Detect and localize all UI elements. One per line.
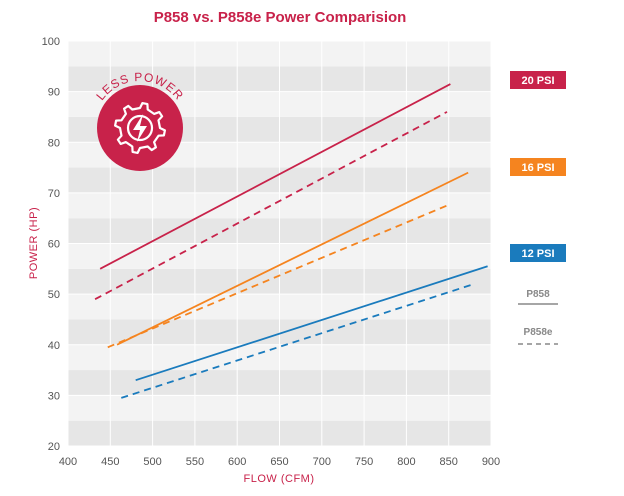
x-tick-label: 450 — [101, 456, 119, 468]
y-tick-label: 60 — [48, 239, 60, 251]
x-tick-label: 550 — [186, 456, 204, 468]
series-line-20psi-p858e — [94, 111, 448, 300]
legend-label-20psi: 20 PSI — [521, 75, 554, 87]
legend-label-p858: P858 — [526, 289, 550, 300]
legend-item-16psi: 16 PSI — [510, 158, 566, 176]
series-line-12psi-p858 — [135, 265, 488, 382]
legend-item-12psi: 12 PSI — [510, 244, 566, 262]
legend-label-16psi: 16 PSI — [521, 162, 554, 174]
x-axis-ticks: 400 450 500 550 600 650 700 750 800 850 900 — [59, 456, 500, 468]
legend: 20 PSI 16 PSI 12 PSI P858 P858e — [510, 71, 566, 345]
legend-item-p858e: P858e — [518, 327, 558, 345]
gear-lightning-icon — [97, 85, 183, 171]
y-tick-label: 40 — [48, 340, 60, 352]
gridlines — [67, 40, 492, 447]
legend-item-p858: P858 — [518, 289, 558, 305]
x-tick-label: 800 — [397, 456, 415, 468]
legend-label-12psi: 12 PSI — [521, 248, 554, 260]
x-axis-label: FLOW (CFM) — [244, 473, 315, 485]
series-lines — [94, 83, 488, 399]
x-tick-label: 500 — [143, 456, 161, 468]
series-line-16psi-p858e — [107, 204, 448, 349]
chart-title: P858 vs. P858e Power Comparision — [154, 9, 407, 26]
series-line-20psi-p858 — [99, 83, 451, 270]
y-axis-ticks: 20 30 40 50 60 70 80 90 100 — [42, 36, 60, 453]
y-axis-label: POWER (HP) — [28, 207, 40, 279]
y-tick-label: 70 — [48, 188, 60, 200]
x-tick-label: 850 — [440, 456, 458, 468]
y-tick-label: 100 — [42, 36, 60, 48]
x-tick-label: 650 — [270, 456, 288, 468]
legend-item-20psi: 20 PSI — [510, 71, 566, 89]
x-tick-label: 750 — [355, 456, 373, 468]
x-tick-label: 700 — [313, 456, 331, 468]
x-tick-label: 400 — [59, 456, 77, 468]
y-tick-label: 20 — [48, 441, 60, 453]
x-tick-label: 600 — [228, 456, 246, 468]
series-line-12psi-p858e — [121, 283, 475, 399]
legend-swatch-16psi — [510, 158, 566, 176]
legend-label-p858e: P858e — [524, 327, 553, 338]
y-tick-label: 80 — [48, 137, 60, 149]
x-tick-label: 900 — [482, 456, 500, 468]
legend-swatch-12psi — [510, 244, 566, 262]
legend-swatch-20psi — [510, 71, 566, 89]
series-line-16psi-p858 — [116, 171, 469, 346]
y-tick-label: 50 — [48, 289, 60, 301]
less-power-badge: LESS POWER — [93, 70, 186, 171]
y-tick-label: 30 — [48, 390, 60, 402]
y-tick-label: 90 — [48, 87, 60, 99]
